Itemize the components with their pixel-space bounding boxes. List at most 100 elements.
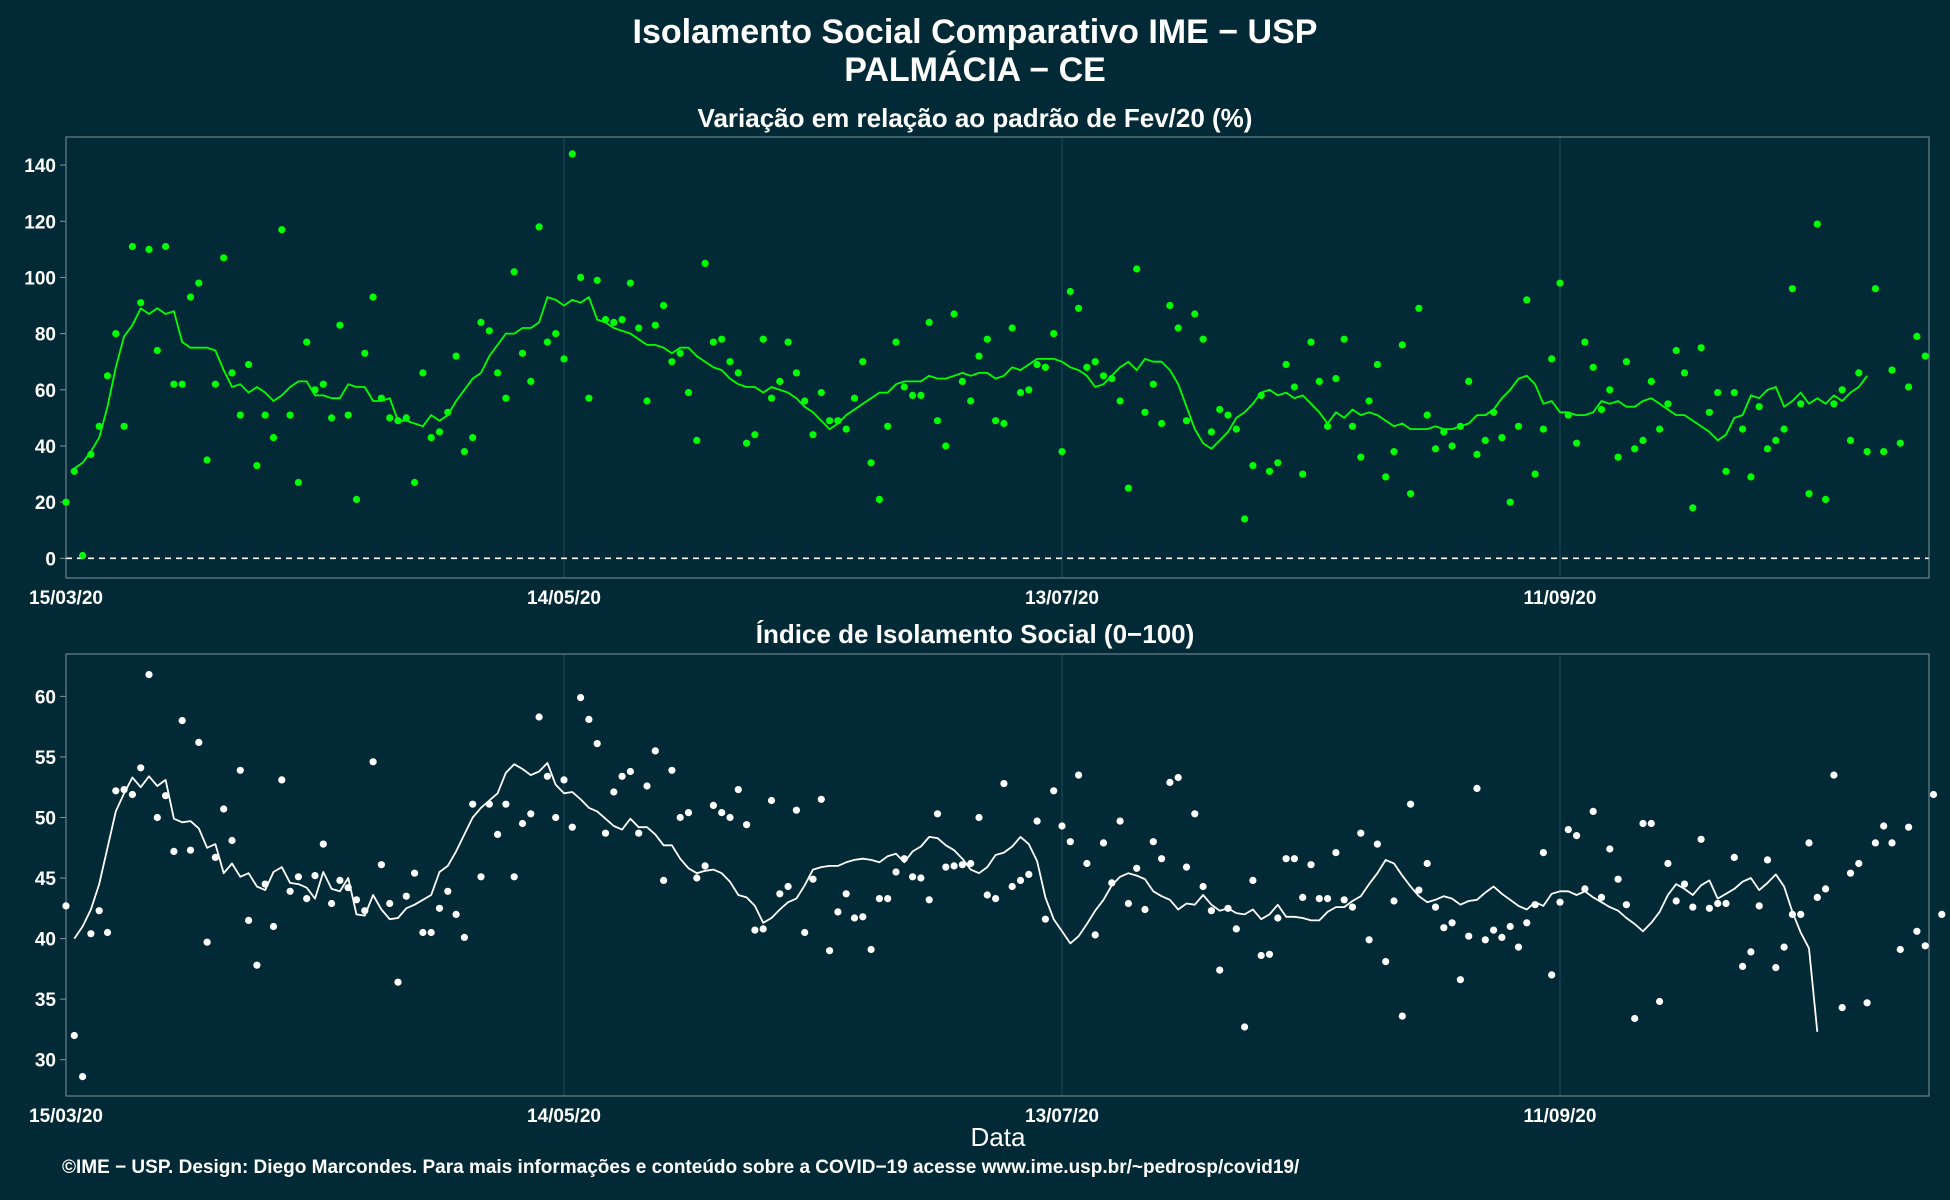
- bottom-data-point: [1257, 951, 1265, 960]
- bottom-data-point: [1905, 823, 1913, 831]
- top-data-point: [1548, 355, 1556, 363]
- top-data-point: [1282, 360, 1290, 369]
- top-data-point: [1581, 338, 1589, 346]
- top-data-point: [1249, 462, 1257, 470]
- top-data-point: [1664, 400, 1672, 408]
- bottom-data-point: [1739, 962, 1747, 971]
- top-data-point: [1149, 380, 1157, 388]
- bottom-data-point: [469, 800, 477, 808]
- top-data-point: [1797, 400, 1805, 408]
- top-data-point: [817, 389, 825, 397]
- top-data-point: [1473, 450, 1481, 458]
- bottom-data-point: [1116, 817, 1124, 825]
- bottom-data-point: [1398, 1012, 1406, 1020]
- bottom-data-point: [817, 795, 825, 803]
- top-data-point: [1498, 434, 1506, 442]
- bottom-data-point: [1000, 780, 1008, 788]
- top-data-point: [1390, 448, 1398, 456]
- bottom-data-point: [543, 772, 552, 780]
- top-data-point: [992, 417, 1000, 425]
- top-data-point: [776, 377, 784, 385]
- bottom-data-point: [120, 786, 128, 794]
- top-data-point: [875, 495, 884, 503]
- bottom-data-point: [1166, 778, 1174, 787]
- bottom-data-point: [718, 809, 726, 817]
- top-y-tick-label: 40: [35, 437, 56, 458]
- top-data-point: [975, 352, 983, 360]
- chart-subtitle: PALMÁCIA − CE: [844, 51, 1106, 89]
- bottom-data-point: [975, 813, 983, 822]
- bottom-data-point: [1141, 905, 1149, 914]
- bottom-data-point: [1058, 822, 1066, 830]
- bottom-data-point: [1822, 885, 1830, 893]
- top-data-point: [693, 436, 701, 444]
- top-data-point: [394, 417, 402, 425]
- bottom-data-point: [1423, 859, 1431, 868]
- top-x-tick-label: 14/05/20: [527, 588, 601, 609]
- bottom-data-point: [87, 930, 95, 938]
- top-data-point: [294, 478, 302, 487]
- bottom-data-point: [1091, 931, 1099, 939]
- bottom-data-point: [1290, 855, 1298, 863]
- bottom-x-tick-label: 15/03/20: [29, 1106, 103, 1127]
- top-data-point: [352, 495, 361, 503]
- bottom-data-point: [153, 813, 161, 822]
- top-data-point: [859, 358, 867, 366]
- bottom-data-point: [1805, 839, 1813, 847]
- bottom-data-point: [1365, 936, 1373, 944]
- bottom-data-point: [1929, 790, 1938, 799]
- top-data-point: [286, 411, 294, 419]
- bottom-data-point: [1664, 859, 1672, 868]
- bottom-data-point: [660, 876, 668, 885]
- top-data-point: [1199, 335, 1207, 343]
- top-data-point: [1689, 504, 1697, 512]
- top-data-point: [983, 335, 991, 343]
- bottom-data-point: [892, 868, 900, 876]
- bottom-data-point: [1705, 904, 1713, 912]
- bottom-data-point: [1182, 863, 1191, 871]
- bottom-data-point: [1315, 895, 1323, 903]
- bottom-data-point: [518, 819, 527, 828]
- top-data-point: [925, 318, 933, 326]
- top-data-point: [1465, 377, 1473, 385]
- bottom-data-point: [245, 916, 253, 925]
- bottom-data-point: [1373, 840, 1381, 848]
- top-data-point: [245, 360, 253, 369]
- top-moving-average-line: [73, 296, 1868, 470]
- bottom-data-point: [1041, 915, 1049, 923]
- top-data-point: [411, 478, 419, 487]
- top-data-point: [228, 369, 236, 377]
- top-data-point: [1813, 220, 1821, 228]
- top-data-point: [767, 394, 776, 402]
- bottom-data-point: [137, 764, 145, 772]
- bottom-data-point: [809, 875, 817, 883]
- bottom-data-point: [1299, 893, 1307, 902]
- bottom-data-point: [585, 715, 593, 724]
- top-data-point: [1448, 442, 1456, 450]
- bottom-data-point: [610, 788, 618, 796]
- top-data-point: [1124, 484, 1132, 492]
- top-y-tick-label: 80: [35, 325, 56, 346]
- bottom-data-point: [643, 782, 651, 790]
- bottom-data-point: [1232, 925, 1240, 933]
- top-data-point: [618, 316, 626, 324]
- top-data-point: [145, 245, 153, 253]
- bottom-data-point: [759, 925, 767, 933]
- bottom-data-point: [743, 821, 751, 829]
- bottom-data-point: [460, 933, 468, 942]
- bottom-data-point: [842, 890, 850, 898]
- top-data-point: [386, 414, 394, 422]
- bottom-data-point: [1647, 819, 1655, 828]
- top-data-point: [643, 397, 651, 405]
- top-data-point: [1763, 445, 1772, 453]
- top-data-point: [1440, 428, 1448, 436]
- top-data-point: [568, 150, 576, 158]
- bottom-data-point: [1564, 826, 1572, 834]
- top-data-point: [419, 369, 427, 377]
- bottom-data-point: [1788, 910, 1796, 919]
- bottom-data-point: [1390, 897, 1398, 905]
- top-data-point: [1382, 473, 1390, 481]
- top-data-point: [1846, 436, 1855, 444]
- top-data-point: [1373, 360, 1381, 369]
- top-data-point: [1415, 304, 1423, 312]
